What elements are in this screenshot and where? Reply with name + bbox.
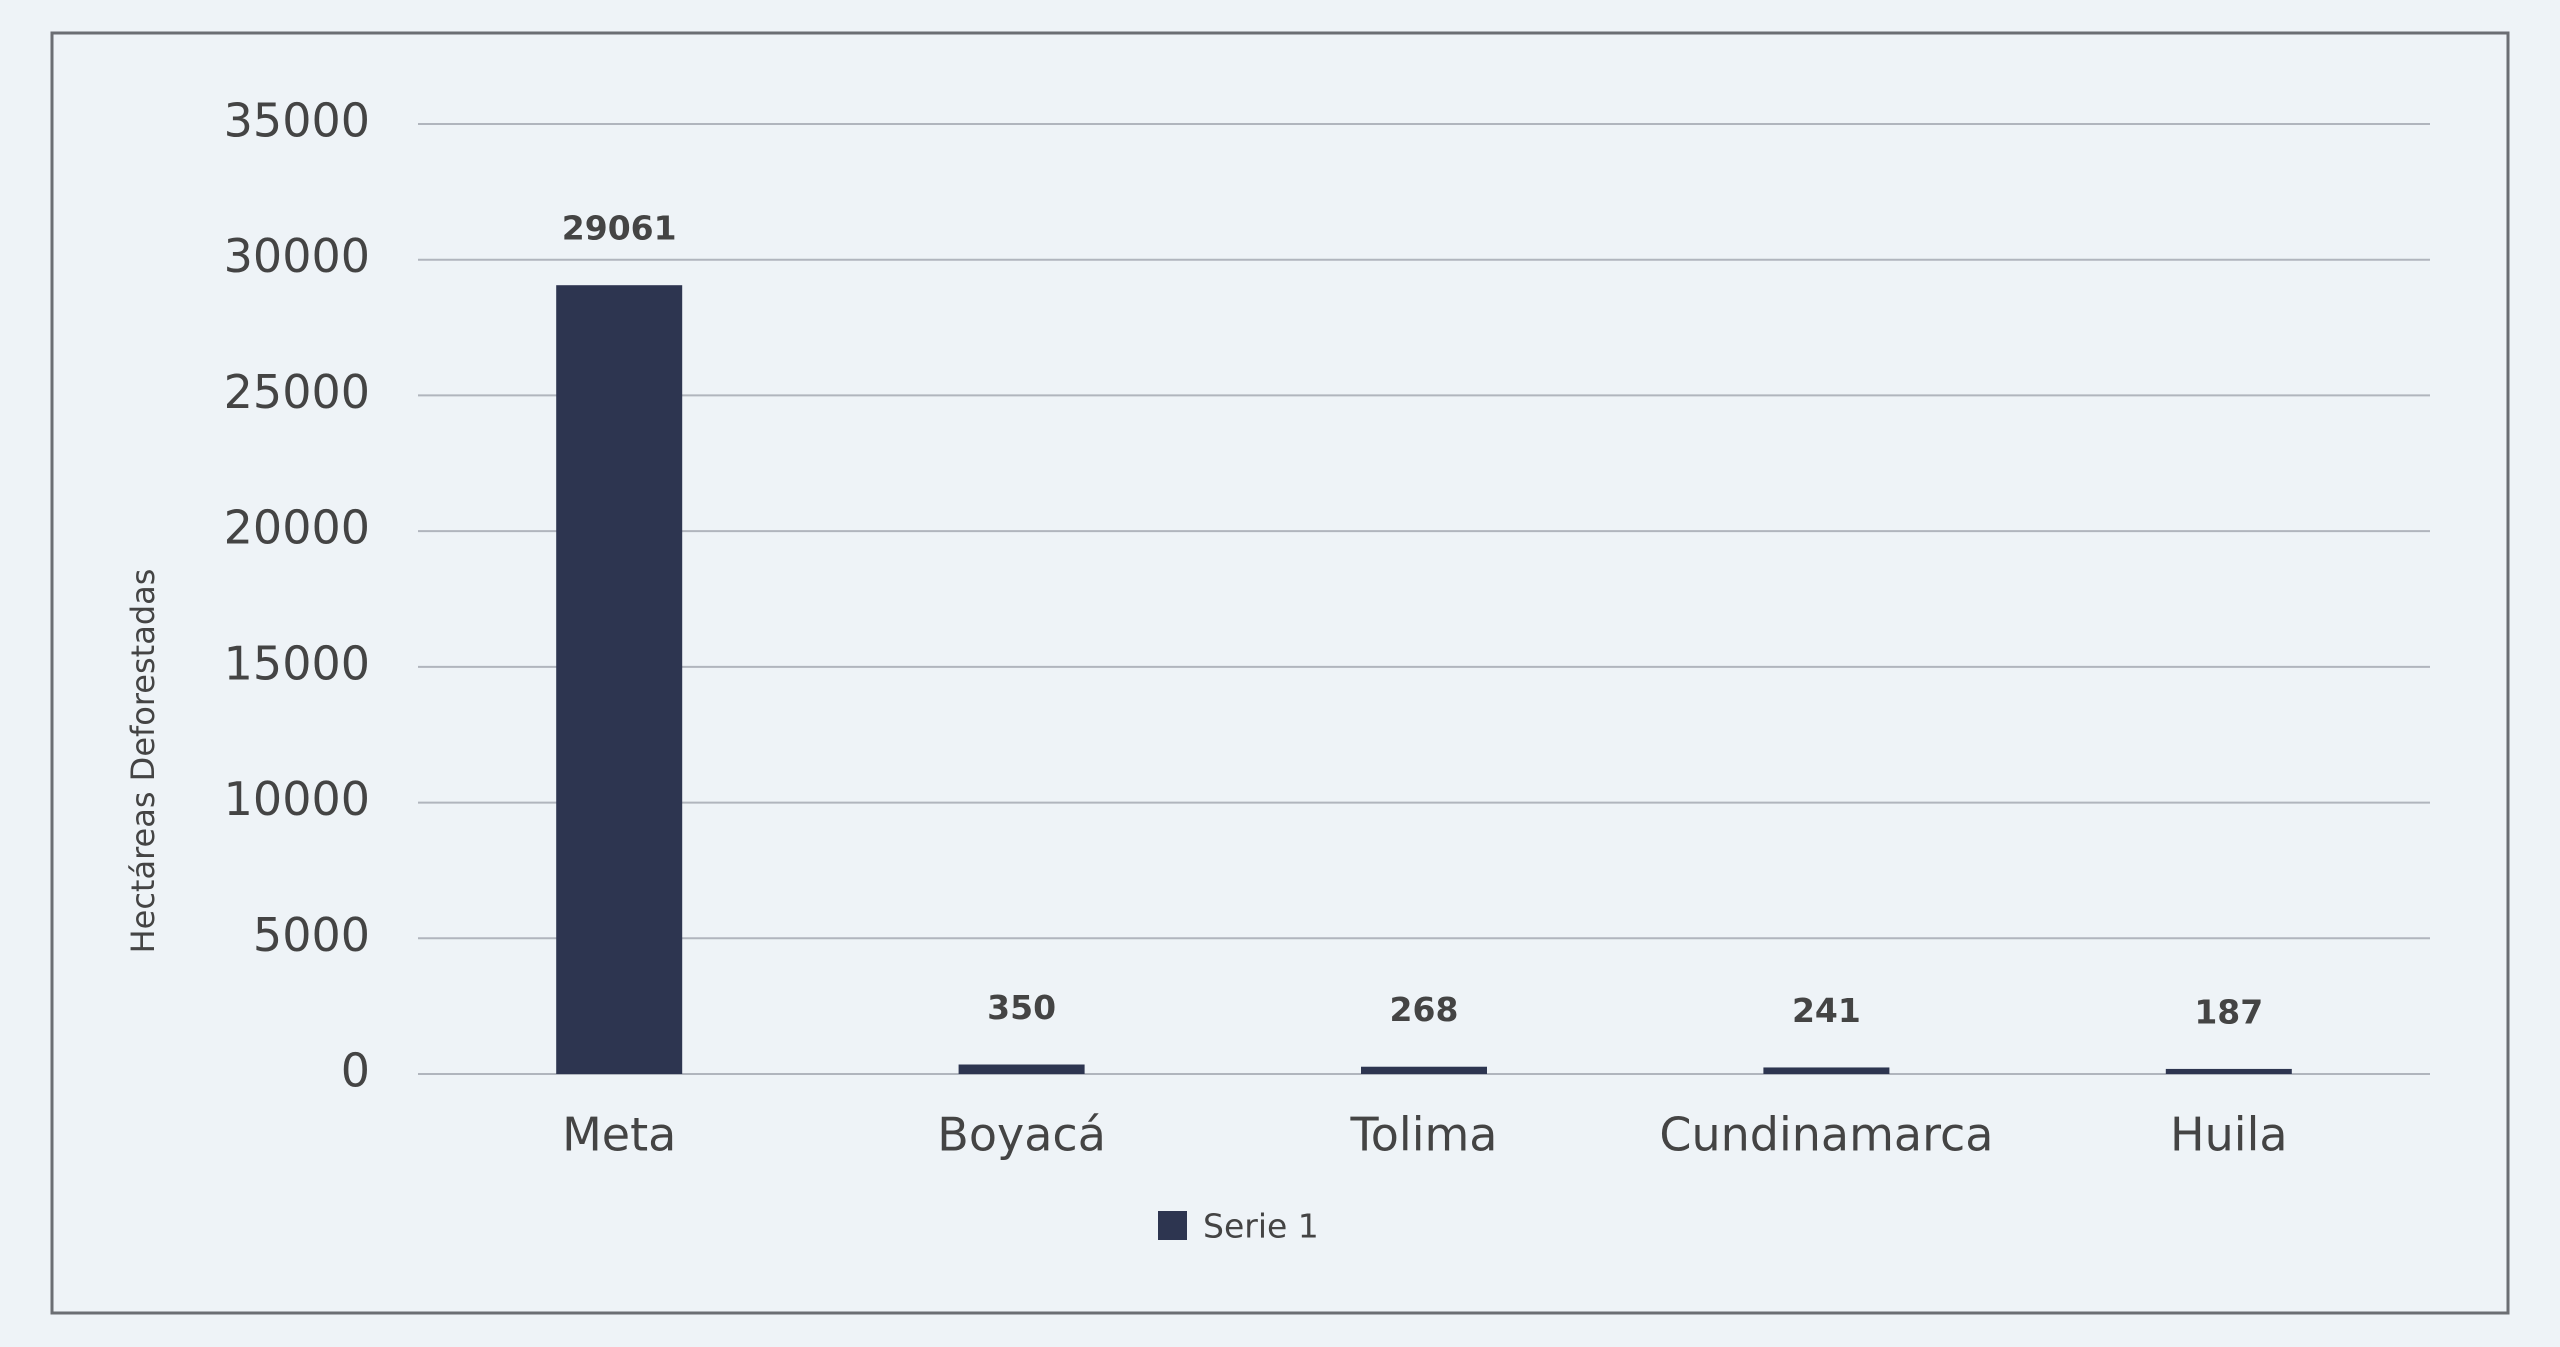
- y-axis-label: Hectáreas Deforestadas: [124, 569, 162, 954]
- x-tick-label: Meta: [562, 1108, 676, 1162]
- data-label: 29061: [562, 209, 677, 248]
- data-label: 187: [2194, 992, 2263, 1031]
- data-label: 241: [1792, 991, 1861, 1030]
- x-tick-label: Tolima: [1350, 1108, 1498, 1162]
- chart-frame: [50, 31, 2510, 1315]
- y-tick-label: 10000: [224, 772, 370, 826]
- bar: [556, 285, 683, 1074]
- bar: [2165, 1068, 2292, 1074]
- y-tick-label: 25000: [224, 365, 370, 419]
- x-tick-label: Huila: [2170, 1108, 2288, 1162]
- y-tick-label: 0: [341, 1044, 370, 1098]
- bar: [1361, 1066, 1487, 1074]
- y-tick-label: 20000: [224, 501, 370, 555]
- data-label: 268: [1390, 990, 1459, 1029]
- x-tick-label: Boyacá: [937, 1108, 1106, 1162]
- y-tick-label: 35000: [224, 94, 370, 148]
- bar: [958, 1064, 1085, 1074]
- x-tick-label: Cundinamarca: [1659, 1108, 1993, 1162]
- data-label: 350: [987, 988, 1056, 1027]
- legend-swatch: [1158, 1211, 1187, 1240]
- y-tick-label: 30000: [224, 229, 370, 283]
- y-tick-label: 15000: [224, 636, 370, 690]
- bar: [1763, 1067, 1890, 1074]
- legend-label: Serie 1: [1203, 1207, 1319, 1246]
- y-tick-label: 5000: [253, 908, 370, 962]
